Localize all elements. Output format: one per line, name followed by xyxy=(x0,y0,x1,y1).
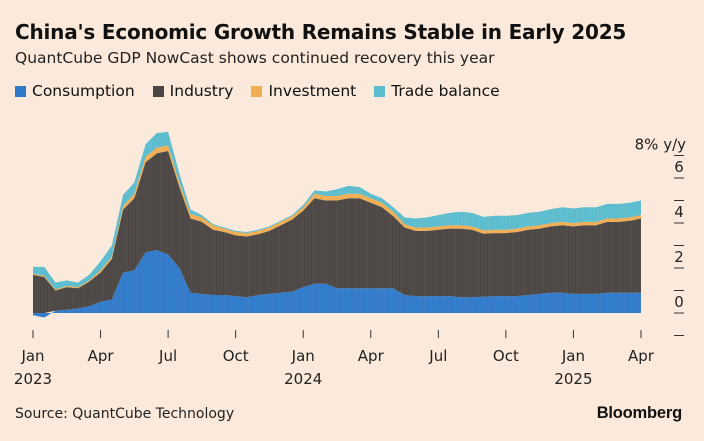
x-year-label: 2023 xyxy=(14,370,52,388)
legend-swatch-trade-balance xyxy=(374,85,386,97)
y-tick-label: 0 xyxy=(674,293,684,311)
legend-swatch-consumption xyxy=(15,85,26,97)
x-tick-label: Oct xyxy=(493,347,519,365)
bloomberg-logo: Bloomberg xyxy=(596,404,682,422)
y-axis: 0 2 4 6 8% y/y xyxy=(635,136,686,336)
legend-label-consumption: Consumption xyxy=(32,82,135,100)
y-tick-label: 4 xyxy=(674,203,684,221)
legend-swatch-industry xyxy=(152,85,164,97)
area-consumption xyxy=(33,250,641,318)
y-tick-label: 2 xyxy=(674,248,684,266)
chart-subtitle: QuantCube GDP NowCast shows continued re… xyxy=(15,49,495,67)
x-tick-label: Apr xyxy=(628,347,655,365)
chart-areas xyxy=(32,131,641,320)
x-tick-label: Jan xyxy=(20,347,44,365)
x-tick-label: Jan xyxy=(561,347,585,365)
legend-swatch-investment xyxy=(251,85,263,97)
legend-item-consumption: Consumption xyxy=(15,82,135,100)
legend-item-industry: Industry xyxy=(152,82,234,100)
y-unit-label: 8% y/y xyxy=(635,136,686,154)
legend-item-trade-balance: Trade balance xyxy=(374,82,500,100)
area-trade-balance xyxy=(33,131,641,290)
area-hatch xyxy=(32,140,641,320)
legend-label-industry: Industry xyxy=(169,82,234,100)
legend-label-investment: Investment xyxy=(268,82,357,100)
x-tick-label: Jul xyxy=(428,347,447,365)
source-note: Source: QuantCube Technology xyxy=(15,406,235,422)
chart-title: China's Economic Growth Remains Stable i… xyxy=(15,20,627,44)
x-year-label: 2024 xyxy=(284,370,322,388)
area-industry xyxy=(33,151,641,313)
x-axis: Jan 2023 Apr Jul Oct Jan 2024 Apr Jul Oct Jan 2025 A… xyxy=(14,330,655,388)
x-tick-label: Oct xyxy=(223,347,249,365)
x-tick-label: Jan xyxy=(291,347,315,365)
legend-item-investment: Investment xyxy=(251,82,356,100)
x-year-label: 2025 xyxy=(554,370,592,388)
x-tick-label: Apr xyxy=(88,347,115,365)
legend-label-trade-balance: Trade balance xyxy=(391,82,500,100)
x-tick-label: Jul xyxy=(158,347,177,365)
legend: Consumption Industry Investment Trade ba… xyxy=(15,82,500,100)
y-tick-label: 6 xyxy=(674,158,684,176)
x-tick-label: Apr xyxy=(358,347,385,365)
